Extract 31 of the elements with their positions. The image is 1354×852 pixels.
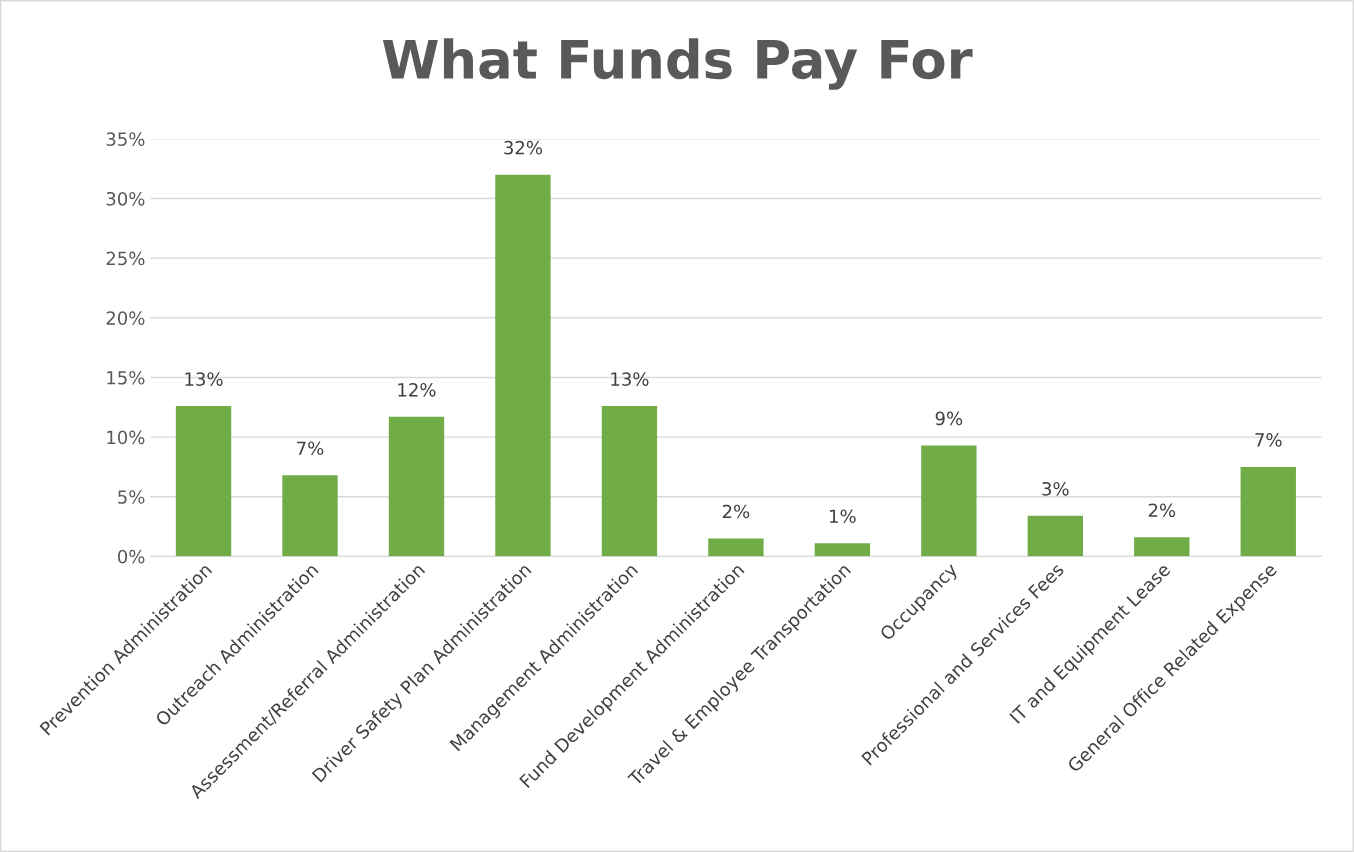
bar [601,406,658,557]
y-tick-label: 35% [106,132,145,146]
bar [1134,537,1190,557]
data-label: 9% [935,411,963,426]
bar [708,538,764,557]
y-tick-label: 15% [107,370,145,385]
data-label: 13% [611,372,649,386]
bar [175,406,232,557]
bar [1240,466,1296,557]
bar [282,475,338,557]
data-label: 32% [504,140,543,155]
bar [1027,515,1083,557]
data-label: 3% [1042,481,1069,496]
data-label: 1% [830,509,856,524]
y-tick-label: 10% [107,430,145,445]
chart-title: What Funds Pay For [382,38,973,90]
y-tick-label: 25% [106,251,145,266]
y-tick-label: 0% [117,549,145,564]
bar [814,543,871,557]
data-label: 12% [398,382,436,397]
y-tick-label: 5% [118,490,145,504]
bar [921,445,977,557]
y-tick-label: 30% [106,191,145,206]
data-label: 13% [185,372,223,386]
bar [495,174,551,557]
data-label: 7% [1255,433,1282,447]
data-label: 2% [722,504,750,519]
data-label: 7% [297,441,324,456]
y-tick-label: 20% [106,311,145,325]
data-label: 2% [1148,503,1176,518]
bar [388,416,445,557]
